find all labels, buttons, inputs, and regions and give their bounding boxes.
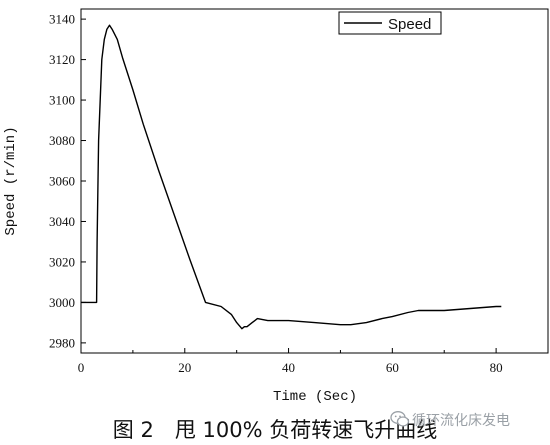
y-tick-label: 3100 [49, 93, 75, 108]
figure-caption: 图 2 甩 100% 负荷转速飞升曲线 [112, 418, 438, 442]
y-tick-label: 3120 [49, 52, 75, 67]
y-tick-label: 2980 [49, 335, 75, 350]
legend-box [338, 11, 442, 35]
watermark-text: 循环流化床发电 [412, 413, 510, 429]
y-tick-label: 3020 [49, 254, 75, 269]
x-axis-label: Time (Sec) [273, 389, 357, 405]
source-watermark: 循环流化床发电 [388, 408, 548, 432]
y-tick-label: 3040 [49, 214, 75, 229]
x-tick-label: 0 [78, 360, 85, 375]
legend-label-speed: Speed [388, 16, 431, 33]
x-tick-label: 40 [282, 360, 295, 375]
y-tick-label: 3000 [49, 295, 75, 310]
wechat-icon [390, 410, 410, 433]
x-tick-label: 80 [490, 360, 503, 375]
x-axis-ticks: 0 20 40 60 80 [78, 348, 503, 375]
x-tick-label: 60 [386, 360, 399, 375]
y-axis-label: Speed (r/min) [3, 126, 19, 235]
legend: Speed [338, 11, 442, 35]
plot-frame [80, 8, 549, 354]
x-tick-label: 20 [178, 360, 191, 375]
y-tick-label: 3140 [49, 12, 75, 27]
y-tick-label: 3080 [49, 133, 75, 148]
series-line-speed [81, 24, 502, 330]
y-tick-label: 3060 [49, 174, 75, 189]
y-axis-ticks: 2980 3000 3020 3040 3060 3080 3100 3120 3140 [49, 12, 86, 350]
